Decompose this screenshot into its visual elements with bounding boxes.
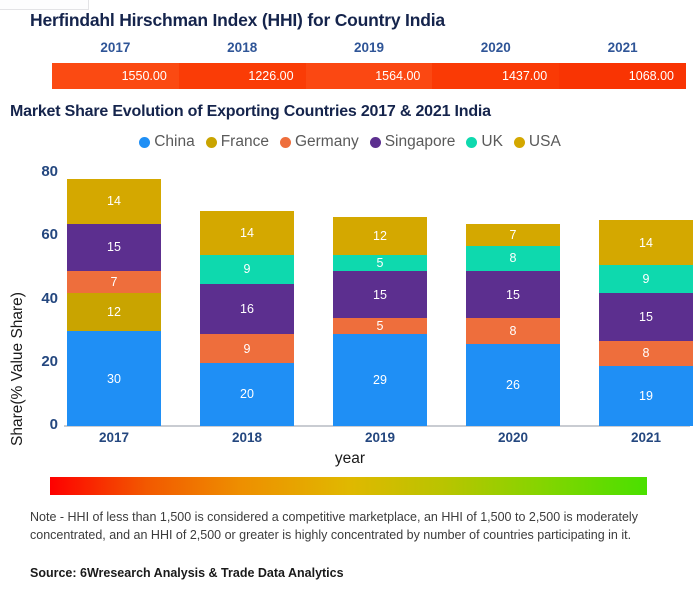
hhi-year-2020: 2020 xyxy=(480,40,511,55)
hhi-year-2017: 2017 xyxy=(100,40,131,55)
bar-segment[interactable]: 9 xyxy=(200,334,294,363)
bar-column-2021[interactable]: 19 8 15 9 14 xyxy=(599,220,693,426)
x-tick-2020: 2020 xyxy=(497,430,529,445)
y-tick-0: 0 xyxy=(49,416,58,433)
bar-segment[interactable]: 14 xyxy=(67,179,161,224)
bar-segment[interactable]: 7 xyxy=(67,271,161,294)
legend-swatch-icon xyxy=(513,136,525,148)
x-tick-2017: 2017 xyxy=(98,430,130,445)
bar-segment[interactable]: 16 xyxy=(200,283,294,335)
bar-segment[interactable]: 12 xyxy=(67,293,161,332)
hhi-year-2018: 2018 xyxy=(227,40,258,55)
hhi-value-cell: 1437.00 xyxy=(432,63,560,89)
legend-swatch-icon xyxy=(139,136,151,148)
legend-swatch-icon xyxy=(369,136,381,148)
bar-segment[interactable]: 12 xyxy=(333,217,427,256)
bar-column-2017[interactable]: 30 12 7 15 14 xyxy=(67,179,161,426)
bar-segment[interactable]: 9 xyxy=(200,255,294,284)
legend-swatch-icon xyxy=(205,136,217,148)
hhi-year-2021: 2021 xyxy=(607,40,638,55)
bar-segment[interactable]: 15 xyxy=(599,293,693,341)
bar-column-2018[interactable]: 20 9 16 9 14 xyxy=(200,210,294,426)
y-tick-40: 40 xyxy=(41,289,58,307)
legend-label: Germany xyxy=(294,133,359,150)
legend-item-china[interactable]: China xyxy=(139,133,195,151)
legend-swatch-icon xyxy=(279,136,291,148)
hhi-title: Herfindahl Hirschman Index (HHI) for Cou… xyxy=(30,10,445,30)
legend-swatch-icon xyxy=(466,136,478,148)
legend-label: USA xyxy=(528,133,561,150)
bar-segment[interactable]: 15 xyxy=(466,271,560,319)
chart-title: Market Share Evolution of Exporting Coun… xyxy=(10,103,491,120)
bar-segment[interactable]: 8 xyxy=(466,318,560,344)
bar-segment[interactable]: 7 xyxy=(466,223,560,246)
hhi-year-2019: 2019 xyxy=(353,40,385,55)
x-tick-2019: 2019 xyxy=(364,430,396,445)
source-text: Source: 6Wresearch Analysis & Trade Data… xyxy=(30,566,344,580)
bar-segment[interactable]: 5 xyxy=(333,318,427,335)
chart-legend: China France Germany Singapore UK USA xyxy=(0,133,700,151)
hhi-value-cell: 1564.00 xyxy=(305,63,433,89)
bar-segment[interactable]: 8 xyxy=(466,245,560,272)
x-tick-2021: 2021 xyxy=(630,430,662,445)
legend-item-germany[interactable]: Germany xyxy=(279,133,359,151)
y-tick-60: 60 xyxy=(41,226,58,244)
hhi-value-row: 1550.00 1226.00 1564.00 1437.00 1068.00 xyxy=(52,63,686,89)
bar-column-2019[interactable]: 29 5 15 5 12 xyxy=(333,217,427,426)
hhi-year-header-row: 2017 2018 2019 2020 2021 xyxy=(52,40,686,60)
hhi-value-cell: 1550.00 xyxy=(52,63,179,89)
x-tick-2018: 2018 xyxy=(231,430,263,445)
x-axis-label: year xyxy=(334,450,366,467)
concentration-gradient-bar xyxy=(50,477,647,495)
bar-segment[interactable]: 26 xyxy=(466,343,560,426)
bar-segment[interactable]: 14 xyxy=(200,210,294,256)
legend-label: UK xyxy=(481,133,503,150)
hhi-value-cell: 1226.00 xyxy=(178,63,306,89)
bar-segment[interactable]: 8 xyxy=(599,340,693,366)
corner-marker xyxy=(0,0,89,10)
legend-label: China xyxy=(154,133,195,150)
bar-segment[interactable]: 15 xyxy=(333,271,427,319)
note-text: Note - HHI of less than 1,500 is conside… xyxy=(30,510,638,542)
bar-segment[interactable]: 15 xyxy=(67,223,161,272)
bar-segment[interactable]: 9 xyxy=(599,264,693,294)
bar-segment[interactable]: 14 xyxy=(599,220,693,265)
legend-item-usa[interactable]: USA xyxy=(513,133,561,151)
bar-segment[interactable]: 19 xyxy=(599,365,693,426)
y-tick-80: 80 xyxy=(41,163,58,180)
legend-label: Singapore xyxy=(384,133,456,150)
legend-item-uk[interactable]: UK xyxy=(466,133,503,151)
legend-item-singapore[interactable]: Singapore xyxy=(369,133,456,151)
bar-segment[interactable]: 29 xyxy=(333,334,427,426)
hhi-value-cell: 1068.00 xyxy=(559,63,686,89)
bar-group: 30 12 7 15 14 20 9 16 9 14 29 5 15 5 12 26 8 15 8 7 19 8 15 9 14 xyxy=(64,160,693,426)
plot-area: Share(% Value Share) 0 20 40 60 80 30 12 7 15 14… xyxy=(0,160,700,467)
y-tick-20: 20 xyxy=(41,352,58,370)
bar-segment[interactable]: 20 xyxy=(200,362,294,426)
legend-label: France xyxy=(220,133,269,150)
bar-segment[interactable]: 5 xyxy=(333,255,427,272)
bar-column-2020[interactable]: 26 8 15 8 7 xyxy=(466,223,560,426)
bar-segment[interactable]: 30 xyxy=(67,331,161,426)
legend-item-france[interactable]: France xyxy=(205,133,269,151)
